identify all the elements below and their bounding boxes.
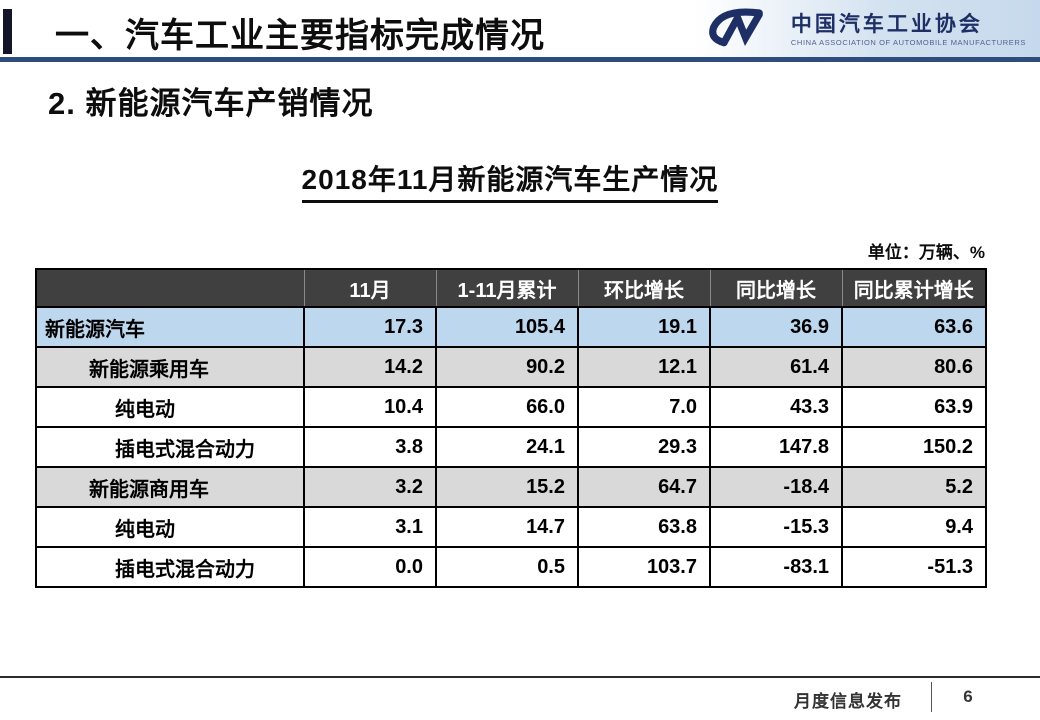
footer-label: 月度信息发布	[794, 692, 902, 711]
cell-value: 5.2	[841, 466, 987, 508]
column-header: 11月	[303, 269, 436, 308]
row-label: 纯电动	[35, 386, 305, 428]
column-header-category	[36, 269, 304, 308]
cell-value: 103.7	[577, 546, 711, 588]
cell-value: 3.1	[303, 506, 437, 548]
table-row: 新能源汽车 17.3 105.4 19.1 36.9 63.6	[35, 306, 987, 348]
org-name-en: CHINA ASSOCIATION OF AUTOMOBILE MANUFACT…	[790, 38, 1026, 48]
caam-monogram-icon	[709, 8, 763, 46]
table-title: 2018年11月新能源汽车生产情况	[301, 158, 719, 203]
cell-value: 9.4	[841, 506, 987, 548]
page-number: 6	[963, 687, 973, 706]
cell-value: 15.2	[435, 466, 579, 508]
org-name-cn: 中国汽车工业协会	[790, 13, 983, 37]
cell-value: 63.6	[841, 306, 987, 348]
cell-value: -51.3	[841, 546, 987, 588]
title-underline-rule	[0, 57, 1040, 62]
footer-rule	[0, 676, 1040, 678]
cell-value: 14.7	[435, 506, 579, 548]
cell-value: 105.4	[435, 306, 579, 348]
row-label: 新能源乘用车	[35, 346, 305, 388]
table-row: 新能源商用车 3.2 15.2 64.7 -18.4 5.2	[35, 466, 987, 508]
nev-production-table: 11月 1-11月累计 环比增长 同比增长 同比累计增长 新能源汽车 17.3 105.4 1…	[35, 268, 987, 588]
table-title-wrap: 2018年11月新能源汽车生产情况	[35, 158, 985, 203]
cell-value: 63.8	[577, 506, 711, 548]
cell-value: 19.1	[577, 306, 711, 348]
units-label: 单位：万辆、%	[867, 243, 985, 262]
cell-value: 61.4	[709, 346, 843, 388]
row-label: 新能源汽车	[35, 306, 305, 348]
slide-subtitle: 2. 新能源汽车产销情况	[48, 86, 374, 121]
cell-value: 17.3	[303, 306, 437, 348]
cell-value: 147.8	[709, 426, 843, 468]
cell-value: -15.3	[709, 506, 843, 548]
row-label: 纯电动	[35, 506, 305, 548]
org-name-block: 中国汽车工业协会 CHINA ASSOCIATION OF AUTOMOBILE…	[791, 9, 1026, 47]
column-header: 环比增长	[577, 269, 710, 308]
cell-value: 3.8	[303, 426, 437, 468]
cell-value: 10.4	[303, 386, 437, 428]
section-title: 一、汽车工业主要指标完成情况	[55, 17, 545, 55]
cell-value: -83.1	[709, 546, 843, 588]
column-header: 同比增长	[709, 269, 842, 308]
cell-value: 0.5	[435, 546, 579, 588]
cell-value: 63.9	[841, 386, 987, 428]
cell-value: 7.0	[577, 386, 711, 428]
row-label: 插电式混合动力	[35, 426, 305, 468]
table-row: 纯电动 3.1 14.7 63.8 -15.3 9.4	[35, 506, 987, 548]
cell-value: 14.2	[303, 346, 437, 388]
footer-divider	[931, 682, 932, 712]
table-row: 插电式混合动力 0.0 0.5 103.7 -83.1 -51.3	[35, 546, 987, 588]
cell-value: 66.0	[435, 386, 579, 428]
cell-value: 12.1	[577, 346, 711, 388]
row-label: 插电式混合动力	[35, 546, 305, 588]
cell-value: 64.7	[577, 466, 711, 508]
cell-value: 150.2	[841, 426, 987, 468]
cell-value: 90.2	[435, 346, 579, 388]
column-header: 同比累计增长	[841, 269, 986, 308]
slide-accent-bar	[3, 9, 12, 54]
table-row: 纯电动 10.4 66.0 7.0 43.3 63.9	[35, 386, 987, 428]
cell-value: 24.1	[435, 426, 579, 468]
org-logo: 中国汽车工业协会 CHINA ASSOCIATION OF AUTOMOBILE…	[695, 0, 1040, 57]
cell-value: -18.4	[709, 466, 843, 508]
table-body: 新能源汽车 17.3 105.4 19.1 36.9 63.6 新能源乘用车 14.2 90.2…	[35, 306, 987, 588]
cell-value: 43.3	[709, 386, 843, 428]
cell-value: 80.6	[841, 346, 987, 388]
cell-value: 29.3	[577, 426, 711, 468]
cell-value: 3.2	[303, 466, 437, 508]
row-label: 新能源商用车	[35, 466, 305, 508]
column-header: 1-11月累计	[435, 269, 578, 308]
table-row: 插电式混合动力 3.8 24.1 29.3 147.8 150.2	[35, 426, 987, 468]
cell-value: 0.0	[303, 546, 437, 588]
table-row: 新能源乘用车 14.2 90.2 12.1 61.4 80.6	[35, 346, 987, 388]
table-header-row: 11月 1-11月累计 环比增长 同比增长 同比累计增长	[36, 269, 986, 308]
cell-value: 36.9	[709, 306, 843, 348]
